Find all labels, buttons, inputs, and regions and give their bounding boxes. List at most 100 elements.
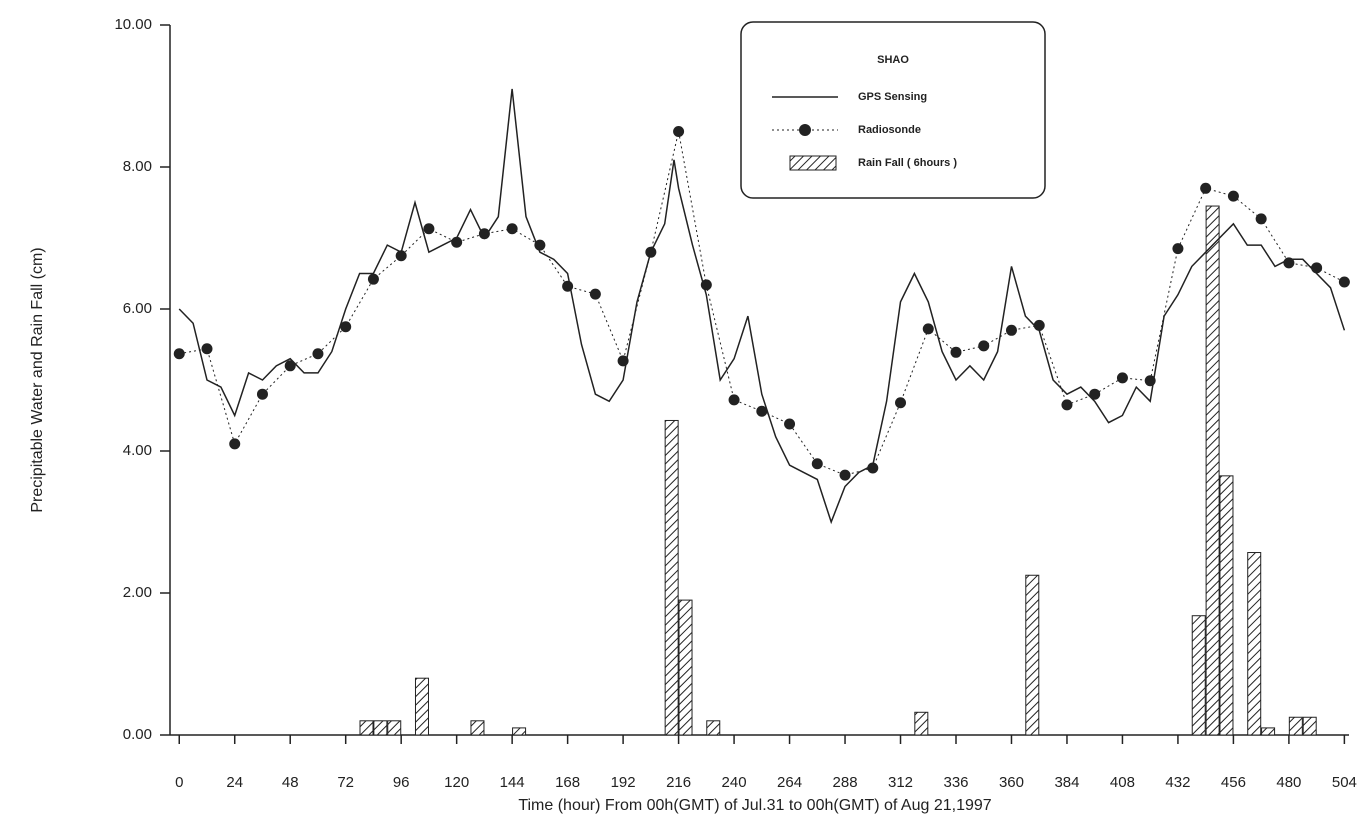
radiosonde-point xyxy=(1033,319,1045,331)
y-tick-label: 8.00 xyxy=(123,158,152,175)
rain-bar xyxy=(1025,574,1040,736)
legend-label: Rain Fall ( 6hours ) xyxy=(858,157,957,169)
rain-bar xyxy=(1191,615,1206,736)
y-tick-label: 4.00 xyxy=(123,442,152,459)
y-tick-label: 2.00 xyxy=(123,584,152,601)
radiosonde-point xyxy=(784,418,796,430)
radiosonde-point xyxy=(173,348,185,360)
radiosonde-point xyxy=(1089,388,1101,400)
radiosonde-point xyxy=(922,323,934,335)
radiosonde-point xyxy=(589,288,601,300)
radiosonde-point xyxy=(895,397,907,409)
x-tick-label: 120 xyxy=(444,774,469,791)
radiosonde-point xyxy=(950,346,962,358)
rain-bar xyxy=(373,720,388,736)
legend-box xyxy=(740,21,1046,199)
radiosonde-point xyxy=(1200,182,1212,194)
rain-bar xyxy=(664,419,679,736)
rain-bar xyxy=(512,727,527,736)
radiosonde-point xyxy=(645,246,657,258)
rain-bar xyxy=(1288,716,1303,736)
radiosonde-point xyxy=(312,348,324,360)
radiosonde-point xyxy=(201,343,213,355)
x-tick-label: 48 xyxy=(282,774,299,791)
radiosonde-point xyxy=(534,239,546,251)
x-tick-label: 408 xyxy=(1110,774,1135,791)
x-tick-label: 432 xyxy=(1165,774,1190,791)
x-tick-label: 480 xyxy=(1276,774,1301,791)
y-tick-label: 0.00 xyxy=(123,726,152,743)
rain-bar xyxy=(1219,475,1234,736)
rain-bar xyxy=(678,599,693,736)
x-tick-label: 192 xyxy=(611,774,636,791)
x-axis-label: Time (hour) From 00h(GMT) of Jul.31 to 0… xyxy=(518,797,991,814)
rain-bar xyxy=(1261,727,1276,736)
radiosonde-point xyxy=(1144,375,1156,387)
radiosonde-point xyxy=(367,273,379,285)
x-tick-label: 96 xyxy=(393,774,410,791)
radiosonde-point xyxy=(1172,243,1184,255)
gps-line xyxy=(178,88,1346,525)
radiosonde-point xyxy=(756,405,768,417)
radiosonde-point xyxy=(423,223,435,235)
radiosonde-point xyxy=(700,279,712,291)
radiosonde-point xyxy=(617,355,629,367)
y-axis-label: Precipitable Water and Rain Fall (cm) xyxy=(29,247,46,512)
radiosonde-point xyxy=(811,458,823,470)
x-tick-label: 312 xyxy=(888,774,913,791)
x-tick-label: 72 xyxy=(337,774,354,791)
legend-title: SHAO xyxy=(877,54,909,66)
y-tick-label: 6.00 xyxy=(123,300,152,317)
x-tick-label: 456 xyxy=(1221,774,1246,791)
legend-label: Radiosonde xyxy=(858,124,921,136)
radiosonde-point xyxy=(562,280,574,292)
y-tick-label: 10.00 xyxy=(114,16,152,33)
radiosonde-point xyxy=(340,321,352,333)
radiosonde-point xyxy=(506,223,518,235)
x-tick-label: 288 xyxy=(833,774,858,791)
radiosonde-point xyxy=(395,250,407,262)
legend-symbol xyxy=(789,155,837,171)
radiosonde-point xyxy=(673,126,685,137)
x-tick-label: 0 xyxy=(175,774,183,791)
radiosonde-point xyxy=(284,360,296,372)
radiosonde-point xyxy=(839,469,851,481)
radiosonde-point xyxy=(867,462,879,474)
x-tick-label: 504 xyxy=(1332,774,1357,791)
rain-bar xyxy=(387,720,402,736)
x-tick-label: 336 xyxy=(943,774,968,791)
rain-bar xyxy=(706,720,721,736)
rain-bar xyxy=(470,720,485,736)
radiosonde-point xyxy=(229,438,241,450)
radiosonde-point xyxy=(1227,190,1239,202)
rain-bar xyxy=(914,711,929,736)
legend-label: GPS Sensing xyxy=(858,91,927,103)
x-tick-label: 360 xyxy=(999,774,1024,791)
radiosonde-point xyxy=(728,394,740,406)
rain-bar xyxy=(1247,552,1262,736)
radiosonde-point xyxy=(256,388,268,400)
x-tick-label: 24 xyxy=(226,774,243,791)
rain-bar xyxy=(1302,716,1317,736)
x-tick-label: 144 xyxy=(500,774,525,791)
radiosonde-point xyxy=(978,340,990,352)
radiosonde-point xyxy=(1283,257,1295,269)
radiosonde-point xyxy=(1338,276,1350,288)
rain-bar xyxy=(359,720,374,736)
legend-symbol xyxy=(799,124,811,136)
radiosonde-point xyxy=(451,236,463,248)
radiosonde-point xyxy=(1311,262,1323,274)
radiosonde-point xyxy=(1255,213,1267,225)
rain-bar xyxy=(1205,205,1220,736)
rain-bar xyxy=(414,677,429,736)
radiosonde-point xyxy=(1061,399,1073,411)
radiosonde-point xyxy=(1116,372,1128,384)
x-tick-label: 240 xyxy=(722,774,747,791)
x-tick-label: 384 xyxy=(1054,774,1079,791)
x-tick-label: 216 xyxy=(666,774,691,791)
radiosonde-point xyxy=(478,228,490,240)
x-tick-label: 168 xyxy=(555,774,580,791)
x-tick-label: 264 xyxy=(777,774,802,791)
radiosonde-point xyxy=(1005,324,1017,336)
